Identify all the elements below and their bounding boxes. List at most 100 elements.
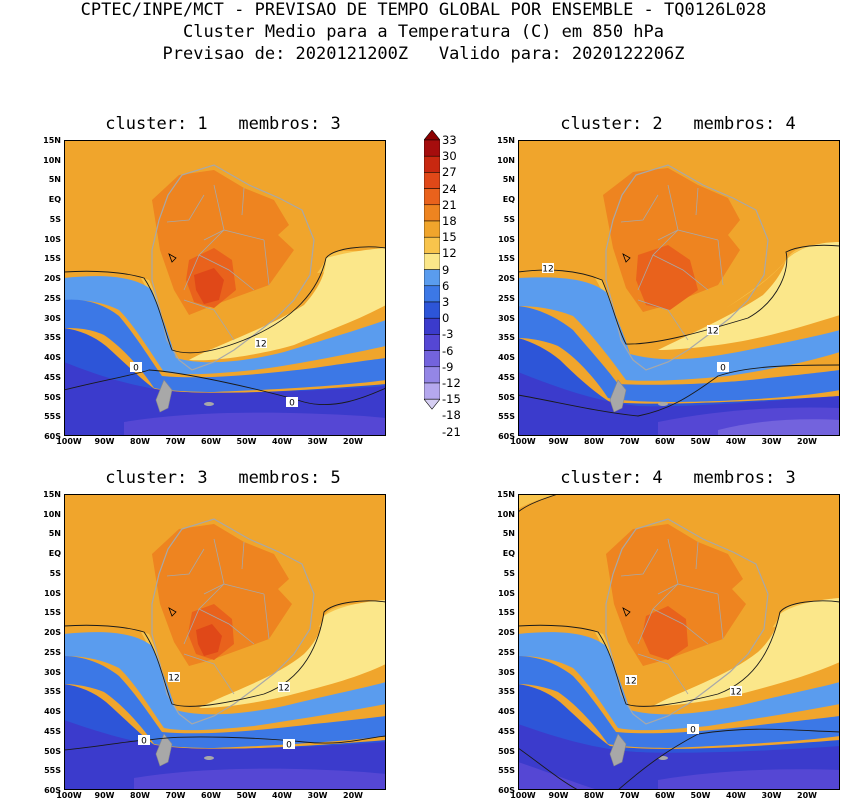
colorbar-swatch (424, 236, 440, 254)
longitude-label: 100W (510, 437, 536, 446)
contour-label-bg (168, 672, 180, 682)
latitude-label: 45S (44, 372, 61, 382)
longitude-label: 30W (761, 791, 782, 800)
contour-line (518, 494, 559, 513)
latitude-label: 35S (498, 333, 515, 343)
contour-label-bg (625, 675, 637, 685)
latitude-label: 20S (498, 628, 515, 638)
latitude-label: 45S (498, 726, 515, 736)
colorbar-swatch (424, 269, 440, 287)
country-border (657, 583, 679, 595)
longitude-label: 70W (165, 791, 186, 800)
latitude-label: 20S (498, 274, 515, 284)
latitude-label: 20S (44, 628, 61, 638)
longitude-label: 30W (761, 437, 782, 446)
latitude-label: 30S (44, 313, 61, 323)
contour-label: 12 (625, 677, 636, 687)
contour-line (64, 369, 386, 406)
latitude-label: 15S (44, 254, 61, 264)
longitude-label: 30W (307, 437, 328, 446)
temperature-band (64, 632, 386, 731)
contour-label: 0 (141, 737, 147, 747)
contour-label: 12 (255, 340, 266, 350)
latitude-label: 50S (498, 746, 515, 756)
panel-1-title: cluster: 1 membros: 3 (105, 114, 341, 134)
contour-line (64, 246, 386, 354)
latitude-label: 10N (497, 509, 515, 519)
contour-line (518, 244, 840, 345)
colorbar-label: 0 (442, 311, 450, 326)
country-border (183, 653, 235, 695)
contour-closed (168, 607, 177, 617)
latitude-label: 45S (44, 726, 61, 736)
country-border (637, 299, 689, 341)
country-border (717, 593, 724, 640)
contour-label: 12 (707, 327, 718, 337)
longitude-label: 90W (94, 437, 115, 446)
latitude-label: 30S (498, 667, 515, 677)
latitude-label: EQ (502, 549, 515, 559)
map-svg-4: 12 12 0 (518, 494, 840, 790)
country-border (198, 254, 255, 291)
longitude-label: 30W (307, 791, 328, 800)
south-america-outline (605, 164, 769, 371)
contour-label-bg (286, 397, 298, 407)
temperature-band (64, 656, 386, 748)
country-border (695, 541, 699, 570)
latitude-label: 60S (44, 432, 61, 441)
colorbar-label: 3 (442, 295, 450, 309)
colorbar-label: 24 (442, 181, 457, 196)
map-svg-2: 12 12 0 (518, 140, 840, 436)
latitude-label: 5S (49, 214, 61, 224)
contour-label-bg (255, 338, 267, 348)
header-line-2: Cluster Medio para a Temperatura (C) em … (182, 22, 665, 42)
colorbar-label: -3 (442, 327, 454, 342)
temperature-band (199, 600, 386, 708)
colorbar-label: -9 (442, 359, 454, 374)
country-border (695, 187, 699, 216)
header-line-1: CPTEC/INPE/MCT - PREVISAO DE TEMPO GLOBA… (80, 0, 767, 20)
map-svg-1: 12 0 0 (64, 140, 386, 436)
map-panel-4: 12 12 0 (518, 494, 840, 790)
temperature-band (518, 306, 840, 402)
colorbar-swatch (424, 172, 440, 189)
longitude-label: 50W (690, 791, 711, 800)
latitude-label: 15S (44, 608, 61, 618)
latitude-label: 60S (44, 786, 61, 795)
contour-closed (622, 253, 631, 263)
colorbar-swatch (424, 317, 440, 335)
temperature-band (518, 632, 840, 731)
colorbar-label: 9 (442, 262, 450, 277)
contour-line (64, 600, 386, 707)
latitude-label: EQ (48, 549, 61, 559)
contour-label-bg (687, 724, 699, 734)
map-panel-2: 12 12 0 (518, 140, 840, 436)
longitude-label: 80W (584, 437, 604, 446)
contour-label: 12 (730, 688, 741, 698)
country-border (203, 583, 225, 595)
country-border (198, 608, 255, 645)
contour-label: 0 (690, 726, 696, 736)
country-border (263, 239, 270, 286)
patagonia-land (155, 733, 173, 767)
colorbar-label: -21 (442, 424, 461, 439)
longitude-label: 60W (655, 791, 675, 800)
country-border (620, 194, 659, 223)
falkland-islands (658, 402, 668, 406)
colorbar-swatch (424, 350, 440, 368)
colorbar-swatch (424, 139, 440, 157)
colorbar-label: 21 (442, 197, 457, 212)
latitude-label: 10N (43, 155, 61, 165)
latitude-label: 40S (44, 353, 61, 363)
latitude-label: 50S (44, 746, 61, 756)
map-svg-3: 12 12 0 0 (64, 494, 386, 790)
colorbar-swatch (424, 188, 440, 206)
colorbar-swatch (424, 204, 440, 222)
longitude-label: 90W (548, 791, 569, 800)
colorbar-label: 18 (442, 214, 457, 228)
temperature-band (518, 656, 840, 748)
country-border (241, 187, 245, 216)
longitude-label: 50W (236, 791, 257, 800)
latitude-label: 20S (44, 274, 61, 284)
country-border (620, 548, 659, 577)
